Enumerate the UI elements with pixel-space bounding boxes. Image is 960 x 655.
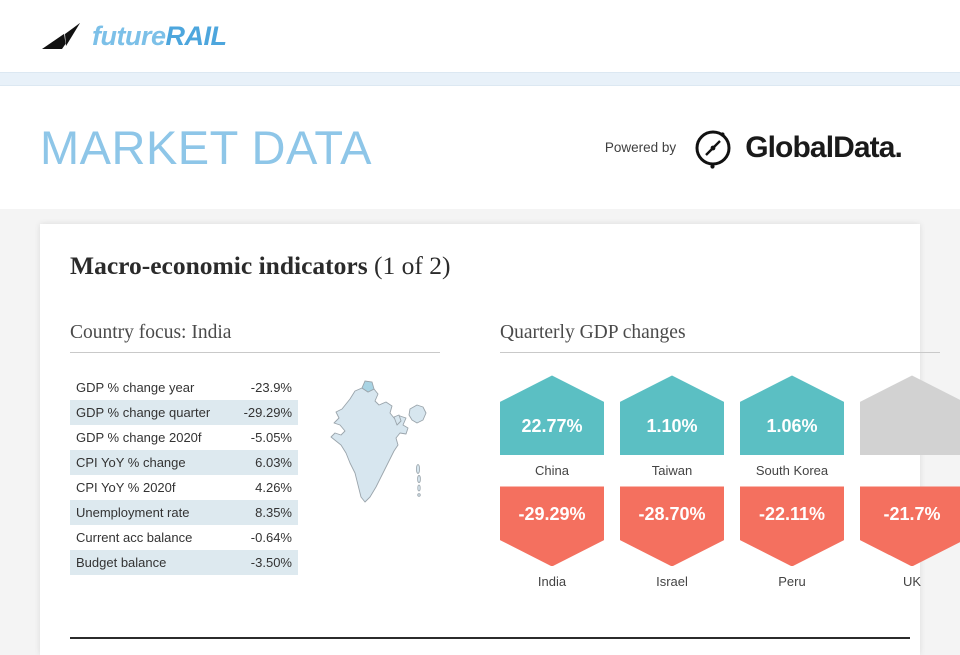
gdp-cell: -29.29% India	[500, 486, 604, 589]
gdp-value: -28.70%	[638, 504, 706, 525]
table-row: GDP % change 2020f -5.05%	[70, 425, 298, 450]
positive-gdp-row: 22.77% China 1.10% Taiwan 1.06% South Ko…	[500, 375, 960, 478]
nav-strip	[0, 72, 960, 86]
table-row: Unemployment rate 8.35%	[70, 500, 298, 526]
gdp-value: -21.7%	[883, 504, 941, 525]
indicator-label: CPI YoY % change	[76, 455, 186, 471]
gdp-value: 22.77%	[521, 416, 583, 437]
gdp-cell: 22.77% China	[500, 375, 604, 478]
gdp-value: 1.06%	[766, 416, 818, 437]
gdp-cell: -22.11% Peru	[740, 486, 844, 589]
pentagon-down-shape: -21.7%	[860, 486, 960, 567]
futurerail-logo[interactable]: futureRAIL	[40, 21, 227, 51]
indicators-table-body: GDP % change year -23.9% GDP % change qu…	[70, 375, 298, 576]
logo-wordmark: futureRAIL	[92, 20, 228, 51]
card-title-main: Macro-economic indicators	[70, 251, 368, 280]
indicator-label: GDP % change 2020f	[76, 430, 202, 446]
indicator-label: Budget balance	[76, 555, 167, 571]
page-title-row: MARKET DATA Powered by GlobalData.	[0, 86, 960, 209]
card-title: Macro-economic indicators (1 of 2)	[70, 251, 890, 280]
brand-bar: futureRAIL	[0, 0, 960, 72]
country-focus-heading: Country focus: India	[70, 322, 232, 344]
gdp-value: -29.29%	[518, 504, 586, 525]
gdp-cell: -21.7% UK	[860, 486, 960, 589]
country-focus-divider	[70, 352, 440, 354]
indicator-label: GDP % change quarter	[76, 405, 211, 421]
globaldata-circle-icon	[695, 130, 731, 169]
indicator-value: -5.05%	[250, 430, 292, 446]
gdp-country-label: India	[537, 574, 567, 590]
gdp-country-label: UK	[902, 574, 922, 590]
indicator-value: 4.26%	[255, 480, 292, 496]
logo-word-future: future	[92, 20, 166, 51]
pentagon-up-shape: 22.77%	[500, 375, 604, 456]
pentagon-down-shape: -28.70%	[620, 486, 724, 567]
gdp-cell-empty	[860, 375, 960, 478]
globaldata-wordmark: GlobalData.	[745, 130, 903, 164]
card-bottom-divider	[70, 637, 910, 639]
country-focus-column: Country focus: India GDP % change year -…	[70, 322, 470, 589]
globaldata-logo[interactable]: GlobalData.	[690, 125, 903, 171]
pentagon-up-shape: 1.06%	[740, 375, 844, 456]
quarterly-gdp-divider	[500, 352, 940, 354]
india-map	[322, 371, 438, 526]
powered-by-block: Powered by GlobalData.	[605, 125, 920, 171]
gdp-value: -22.11%	[758, 504, 826, 525]
table-row: GDP % change year -23.9%	[70, 375, 298, 400]
indicator-value: -3.50%	[250, 555, 292, 571]
gdp-country-label: Peru	[778, 574, 806, 590]
gdp-country-label: Taiwan	[651, 463, 693, 479]
gdp-country-label: Israel	[656, 574, 688, 590]
page-title: MARKET DATA	[40, 121, 372, 174]
gdp-cell: 1.10% Taiwan	[620, 375, 724, 478]
table-row: Budget balance -3.50%	[70, 550, 298, 576]
arrow-logo-icon	[42, 23, 80, 49]
pentagon-up-shape: 1.10%	[620, 375, 724, 456]
quarterly-gdp-column: Quarterly GDP changes 22.77% China 1.10%…	[500, 322, 960, 589]
macro-indicators-card: Macro-economic indicators (1 of 2) Count…	[40, 224, 960, 655]
table-row: GDP % change quarter -29.29%	[70, 400, 298, 426]
card-columns: Country focus: India GDP % change year -…	[70, 322, 960, 589]
indicators-table: GDP % change year -23.9% GDP % change qu…	[70, 375, 298, 576]
indicator-label: Unemployment rate	[76, 505, 190, 521]
pentagon-down-shape: -22.11%	[740, 486, 844, 567]
gdp-country-label: China	[535, 463, 569, 479]
powered-by-label: Powered by	[604, 140, 677, 155]
indicator-value: 6.03%	[255, 455, 292, 471]
quarterly-gdp-heading: Quarterly GDP changes	[500, 322, 686, 344]
pentagon-down-shape: -29.29%	[500, 486, 604, 567]
indicator-label: Current acc balance	[76, 530, 193, 546]
pentagon-up-placeholder-shape	[860, 375, 960, 456]
gdp-value: 1.10%	[646, 416, 698, 437]
indicator-label: GDP % change year	[76, 380, 195, 396]
india-map-icon	[330, 380, 427, 503]
logo-word-rail: RAIL	[165, 20, 228, 51]
gdp-country-label: South Korea	[755, 463, 829, 479]
table-row: Current acc balance -0.64%	[70, 525, 298, 550]
indicator-value: 8.35%	[255, 505, 292, 521]
negative-gdp-row: -29.29% India -28.70% Israel -22.11% Per…	[500, 486, 960, 589]
gdp-cell: -28.70% Israel	[620, 486, 724, 589]
indicator-value: -0.64%	[250, 530, 292, 546]
indicator-value: -23.9%	[250, 380, 292, 396]
country-focus-body: GDP % change year -23.9% GDP % change qu…	[70, 375, 470, 576]
table-row: CPI YoY % change 6.03%	[70, 450, 298, 476]
indicator-value: -29.29%	[243, 405, 292, 421]
gdp-cell: 1.06% South Korea	[740, 375, 844, 478]
indicator-label: CPI YoY % 2020f	[76, 480, 176, 496]
table-row: CPI YoY % 2020f 4.26%	[70, 475, 298, 500]
card-title-sub: (1 of 2)	[374, 251, 451, 280]
